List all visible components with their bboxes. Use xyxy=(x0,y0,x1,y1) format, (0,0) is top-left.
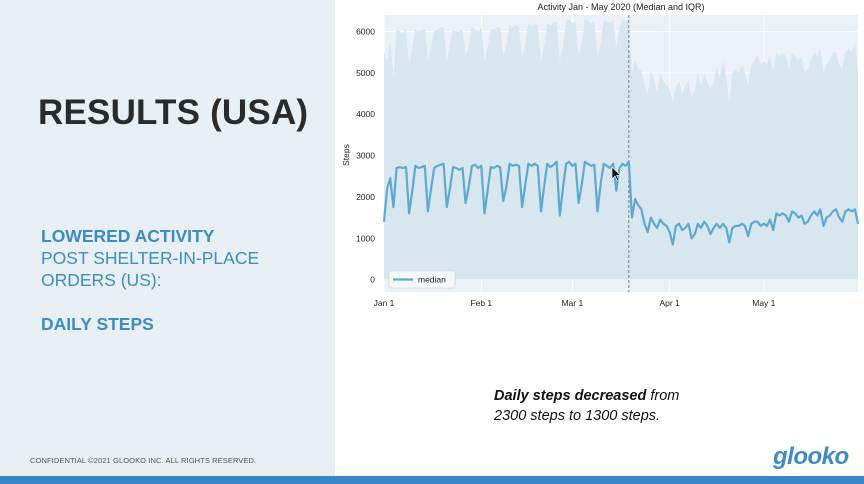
y-tick-label: 3000 xyxy=(356,151,375,161)
caption-bold: Daily steps decreased xyxy=(494,388,647,404)
y-tick-label: 1000 xyxy=(356,233,375,243)
median-line xyxy=(382,160,860,246)
x-tick-label: Feb 1 xyxy=(470,298,492,308)
y-tick-label: 2000 xyxy=(356,192,375,202)
chart-title: Activity Jan - May 2020 (Median and IQR) xyxy=(537,2,704,12)
mouse-cursor-icon xyxy=(611,166,622,182)
subtitle-daily-steps: DAILY STEPS xyxy=(41,314,154,334)
x-tick-label: Jan 1 xyxy=(374,298,395,308)
caption: Daily steps decreased from 2300 steps to… xyxy=(494,386,679,426)
subtitle-post-shelter: POST SHELTER-IN-PLACE xyxy=(41,248,260,268)
y-tick-label: 6000 xyxy=(356,27,375,37)
bottom-accent-bar xyxy=(0,476,864,484)
subtitle-orders: ORDERS (US): xyxy=(41,270,162,290)
legend-median-label: median xyxy=(418,275,446,285)
y-tick-label: 0 xyxy=(370,275,375,285)
chart-legend: median xyxy=(388,270,456,289)
caption-line2: 2300 steps to 1300 steps. xyxy=(494,408,661,424)
y-axis-label: Steps xyxy=(341,144,351,166)
glooko-logo: glooko xyxy=(773,443,849,470)
x-tick-label: Apr 1 xyxy=(659,298,680,308)
slide-title: RESULTS (USA) xyxy=(38,93,309,132)
x-tick-label: May 1 xyxy=(752,298,775,308)
legend-box xyxy=(388,270,456,289)
steps-chart: Activity Jan - May 2020 (Median and IQR)… xyxy=(341,2,860,308)
x-tick-label: Mar 1 xyxy=(561,298,583,308)
left-panel xyxy=(0,0,335,476)
confidential-footer: CONFIDENTIAL ©2021 GLOOKO INC. ALL RIGHT… xyxy=(30,456,257,465)
y-tick-label: 4000 xyxy=(356,109,375,119)
y-tick-label: 5000 xyxy=(356,68,375,78)
subtitle-lowered-activity: LOWERED ACTIVITY xyxy=(41,226,215,246)
iqr-band xyxy=(384,19,858,280)
caption-rest: from xyxy=(646,388,680,404)
